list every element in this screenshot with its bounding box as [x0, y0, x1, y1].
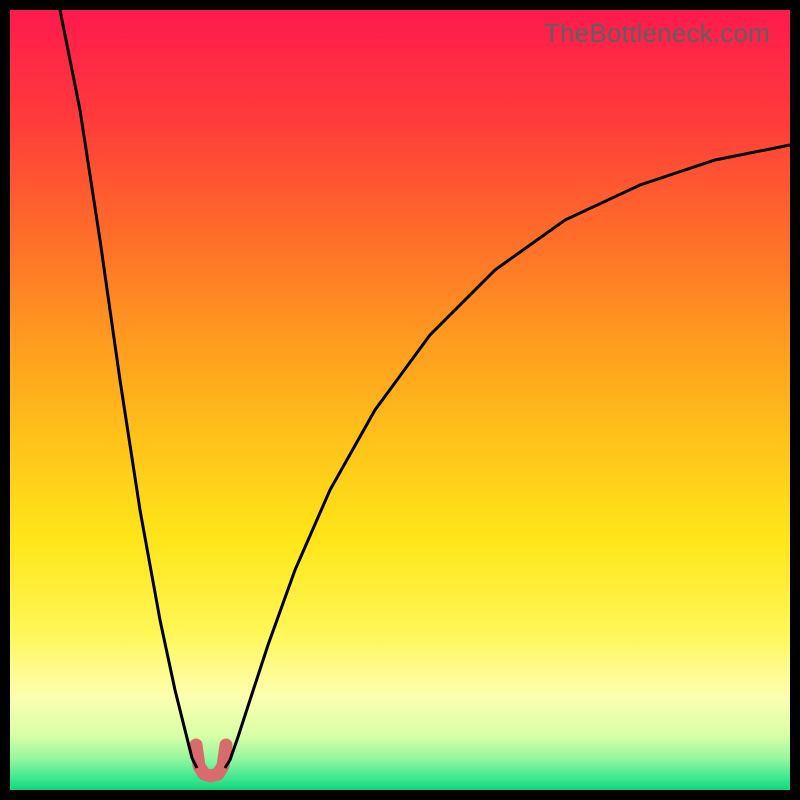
curve-plot	[10, 10, 790, 790]
outer-frame: TheBottleneck.com	[0, 0, 800, 800]
valley-marker	[196, 745, 226, 776]
plot-area: TheBottleneck.com	[10, 10, 790, 790]
curve-right	[225, 145, 790, 768]
curve-left	[60, 10, 197, 768]
